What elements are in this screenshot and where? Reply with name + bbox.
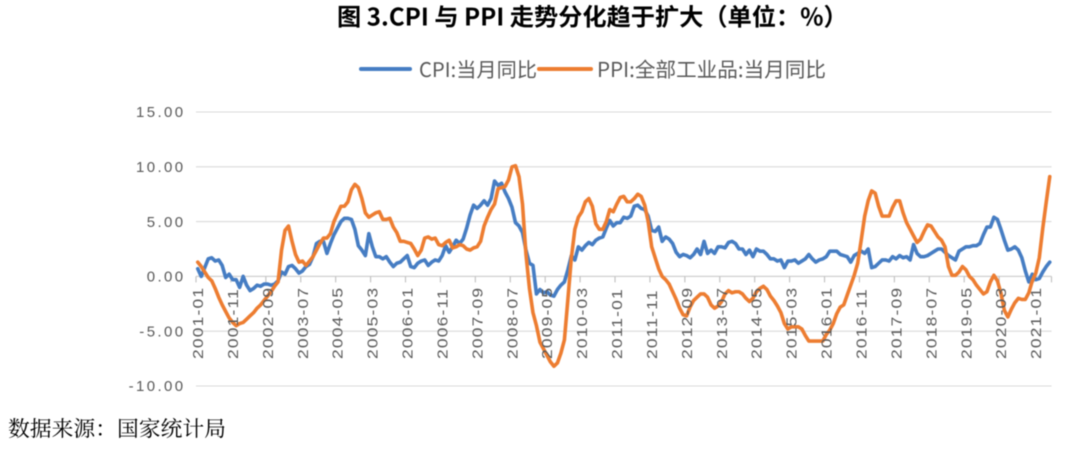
svg-text:2011-01: 2011-01: [610, 288, 625, 359]
svg-text:2006-11: 2006-11: [436, 288, 451, 359]
svg-text:2006-01: 2006-01: [401, 287, 416, 359]
svg-text:2001-11: 2001-11: [226, 288, 241, 359]
svg-text:2001-01: 2001-01: [191, 287, 206, 359]
svg-text:2014-05: 2014-05: [750, 287, 765, 359]
svg-text:2016-11: 2016-11: [855, 288, 870, 359]
svg-text:2004-05: 2004-05: [331, 287, 346, 359]
svg-text:2021-01: 2021-01: [1029, 287, 1044, 359]
svg-text:2012-09: 2012-09: [680, 287, 695, 359]
svg-text:2018-07: 2018-07: [925, 287, 940, 359]
svg-text:2003-07: 2003-07: [296, 287, 311, 359]
svg-text:2010-03: 2010-03: [575, 287, 590, 359]
svg-text:2019-05: 2019-05: [959, 287, 974, 359]
svg-text:2015-03: 2015-03: [785, 287, 800, 359]
svg-text:2020-03: 2020-03: [994, 287, 1009, 359]
svg-text:5.00: 5.00: [147, 214, 186, 231]
svg-text:2007-09: 2007-09: [471, 287, 486, 359]
svg-text:10.00: 10.00: [136, 159, 186, 176]
svg-text:-10.00: -10.00: [129, 378, 186, 395]
svg-text:2005-03: 2005-03: [366, 287, 381, 359]
svg-text:-5.00: -5.00: [139, 323, 185, 340]
svg-text:2016-01: 2016-01: [820, 287, 835, 359]
svg-text:2011-11: 2011-11: [645, 289, 660, 359]
svg-text:2017-09: 2017-09: [890, 287, 905, 359]
svg-text:2008-07: 2008-07: [506, 287, 521, 359]
svg-text:2009-05: 2009-05: [540, 287, 555, 359]
svg-text:0.00: 0.00: [147, 269, 186, 286]
svg-text:2013-07: 2013-07: [715, 287, 730, 359]
svg-text:15.00: 15.00: [136, 104, 186, 121]
svg-text:2002-09: 2002-09: [261, 287, 276, 359]
